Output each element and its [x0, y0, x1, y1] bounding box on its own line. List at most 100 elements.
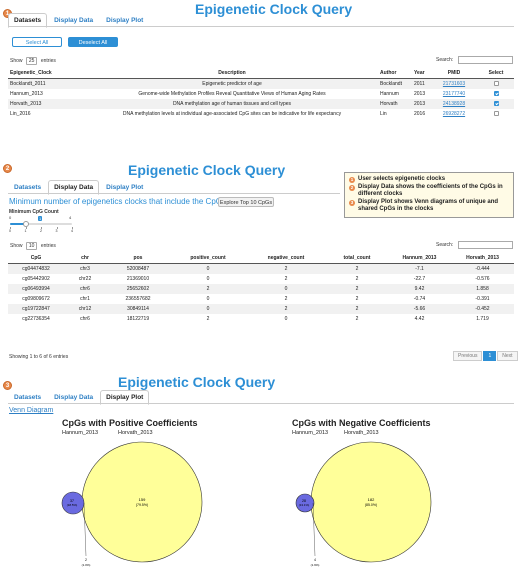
slider-tick — [25, 227, 27, 229]
cell-positive-count: 0 — [206, 276, 210, 282]
col-hannum-2013[interactable]: Hannum_2013 — [388, 253, 451, 264]
col-positive-count[interactable]: positive_count — [170, 253, 246, 264]
search-input[interactable] — [458, 56, 513, 64]
select-all-button[interactable]: Select All — [12, 37, 62, 47]
col-author[interactable]: Author — [378, 68, 412, 79]
table-row[interactable]: Bocklandt_2011 Epigenetic predictor of ag… — [8, 78, 514, 89]
venn-diagram-label: Venn Diagram — [9, 407, 54, 414]
pmid-link[interactable]: 21731603 — [442, 81, 466, 87]
length-control-2: Show 10 entries — [10, 242, 56, 250]
slider-tick — [41, 227, 42, 229]
cell-pmid: 26928272 — [430, 109, 478, 119]
cell-pos: 25652602 — [106, 284, 170, 294]
cell-positive-count: 2 — [170, 284, 246, 294]
note-text-3: Display Plot shows Venn diagrams of uniq… — [358, 198, 499, 213]
slider-tick — [56, 227, 58, 229]
page-1-button[interactable]: 1 — [483, 351, 497, 361]
search-label: Search: — [436, 57, 454, 63]
tab-display-plot[interactable]: Display Plot — [106, 17, 144, 24]
slider-tick-label: 0 — [9, 229, 11, 233]
cell-cpg: cg19722847 — [8, 304, 64, 314]
tab-display-plot-3[interactable]: Display Plot — [100, 390, 150, 405]
venn-positive-a-pct: (18.5%) — [67, 503, 78, 507]
venn-positive-title: CpGs with Positive Coefficients — [62, 418, 198, 428]
select-checkbox[interactable] — [493, 101, 499, 107]
cpg-header-row: CpG chr pos positive_count negative_coun… — [8, 253, 514, 264]
cell-cpg: cg05442902 — [22, 276, 50, 282]
entries-select[interactable]: 25 — [25, 57, 38, 65]
cell-horvath: -0.444 — [451, 263, 514, 274]
cell-pos: 236557682 — [125, 296, 151, 302]
col-description[interactable]: Description — [86, 68, 378, 79]
slider-tick-label: 2 — [40, 229, 42, 233]
col-negative-count[interactable]: negative_count — [246, 253, 326, 264]
pmid-link[interactable]: 24138928 — [442, 101, 466, 107]
venn-positive-circle-b — [81, 441, 203, 563]
venn-positive-shared-leader — [83, 502, 87, 557]
slider-tick — [72, 227, 73, 229]
select-checkbox[interactable] — [493, 91, 499, 97]
cell-select — [478, 89, 514, 99]
cell-author: Lin — [380, 111, 387, 117]
col-horvath-2013[interactable]: Horvath_2013 — [451, 253, 514, 264]
table-row: cg09809672 chr1 236557682 0 2 2 -0.74 -0.391 — [8, 294, 514, 304]
table-header-row: Epigenetic_Clock Description Author Year… — [8, 68, 514, 79]
deselect-all-button[interactable]: Deselect All — [68, 37, 118, 47]
table-row[interactable]: Lin_2016 DNA methylation levels at indivi… — [8, 109, 514, 119]
entries-select-2[interactable]: 10 — [25, 242, 38, 250]
tab-datasets-3[interactable]: Datasets — [14, 394, 42, 401]
datasets-panel: 1 Epigenetic Clock Query Datasets Displa… — [0, 0, 520, 152]
min-clocks-subtitle: Minimum number of epigenetics clocks tha… — [9, 197, 222, 206]
venn-positive-shared-count: 2 — [85, 558, 87, 562]
col-select[interactable]: Select — [478, 68, 514, 79]
col-pmid[interactable]: PMID — [430, 68, 478, 79]
cell-positive-count: 0 — [170, 263, 246, 274]
cell-negative-count: 0 — [246, 284, 326, 294]
table-row[interactable]: Horvath_2013 DNA methylation age of human… — [8, 99, 514, 109]
cell-year: 2013 — [414, 91, 426, 97]
tab-display-data-2[interactable]: Display Data — [48, 180, 100, 195]
search-input-2[interactable] — [458, 241, 513, 249]
slider-tick-label: 3 — [55, 229, 58, 233]
slider-fill — [10, 223, 26, 225]
cell-hannum: -0.74 — [413, 296, 426, 302]
next-page-button[interactable]: Next — [497, 351, 518, 361]
col-year[interactable]: Year — [412, 68, 430, 79]
note-badge-1: 1 — [349, 177, 355, 183]
venn-negative-b-count: 182 — [368, 497, 375, 502]
tab-display-plot-2[interactable]: Display Plot — [106, 184, 144, 191]
app-title: Epigenetic Clock Query — [195, 1, 353, 17]
slider-track[interactable] — [10, 223, 72, 225]
prev-page-button[interactable]: Previous — [453, 351, 483, 361]
venn-positive-b-pct: (79.5%) — [136, 503, 148, 507]
cell-author: Bocklandt — [378, 78, 412, 89]
col-epigenetic-clock[interactable]: Epigenetic_Clock — [8, 68, 86, 79]
pmid-link[interactable]: 23177740 — [442, 91, 466, 97]
tab-datasets-2[interactable]: Datasets — [14, 184, 42, 191]
slider-handle[interactable] — [22, 221, 29, 227]
explore-top10-button[interactable]: Explore Top 10 CpGs — [218, 197, 274, 207]
tab-bar-3: Datasets Display Data Display Plot — [8, 390, 150, 405]
cell-clock: Bocklandt_2011 — [8, 78, 86, 89]
cell-clock: Hannum_2013 — [10, 91, 43, 97]
table-row[interactable]: Hannum_2013 Genome-wide Methylation Profi… — [8, 89, 514, 99]
cell-cpg: cg22736354 — [22, 316, 50, 322]
select-checkbox[interactable] — [493, 111, 499, 117]
col-pos[interactable]: pos — [106, 253, 170, 264]
cell-chr: chr3 — [64, 263, 106, 274]
tab-datasets[interactable]: Datasets — [8, 13, 48, 28]
cell-pos: 21369010 — [126, 276, 150, 282]
col-total-count[interactable]: total_count — [326, 253, 388, 264]
select-checkbox[interactable] — [493, 81, 499, 87]
note-text-1: User selects epigenetic clocks — [358, 176, 446, 182]
col-chr[interactable]: chr — [64, 253, 106, 264]
col-cpg[interactable]: CpG — [8, 253, 64, 264]
venn-negative-shared-leader — [312, 502, 316, 557]
venn-negative-a-pct: (13.1%) — [299, 503, 310, 507]
cell-chr: chr22 — [78, 276, 92, 282]
tab-display-data[interactable]: Display Data — [54, 17, 94, 24]
tab-display-data-3[interactable]: Display Data — [54, 394, 94, 401]
pmid-link[interactable]: 26928272 — [442, 111, 466, 117]
slider-label: Minimum CpG Count — [9, 209, 59, 215]
cell-pmid: 23177740 — [430, 89, 478, 99]
